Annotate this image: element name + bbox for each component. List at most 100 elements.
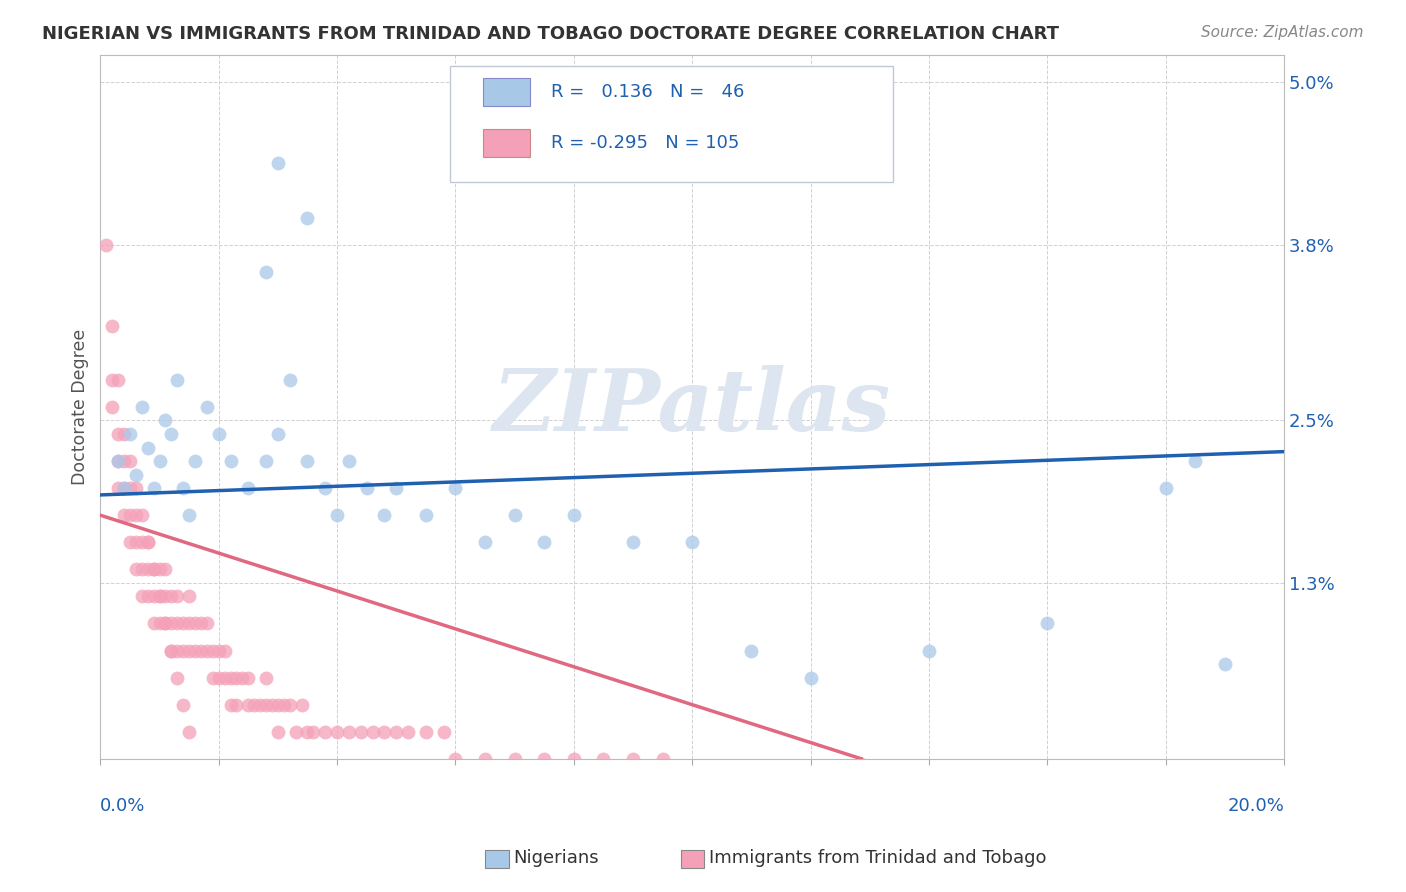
- Point: [148, 590, 170, 604]
- Point: [225, 698, 247, 712]
- Point: [681, 535, 703, 549]
- Point: [125, 508, 148, 523]
- Point: [112, 508, 135, 523]
- Point: [249, 698, 271, 712]
- Point: [290, 698, 312, 712]
- Point: [201, 671, 224, 685]
- Point: [254, 454, 277, 468]
- Point: [238, 671, 260, 685]
- Point: [125, 562, 148, 576]
- Point: [166, 616, 188, 631]
- Point: [214, 643, 236, 657]
- Point: [254, 698, 277, 712]
- Point: [160, 427, 183, 442]
- Point: [278, 698, 301, 712]
- Point: [396, 724, 419, 739]
- Point: [195, 400, 218, 414]
- Point: [172, 698, 194, 712]
- Point: [118, 454, 141, 468]
- Text: ZIPatlas: ZIPatlas: [494, 365, 891, 449]
- Point: [621, 535, 644, 549]
- Point: [131, 508, 153, 523]
- Point: [503, 508, 526, 523]
- Point: [326, 724, 349, 739]
- Point: [238, 481, 260, 495]
- Point: [148, 590, 170, 604]
- Point: [96, 237, 118, 252]
- Point: [160, 643, 183, 657]
- Point: [238, 698, 260, 712]
- Text: 0.0%: 0.0%: [100, 797, 146, 815]
- Point: [172, 616, 194, 631]
- Point: [136, 562, 159, 576]
- Point: [373, 724, 395, 739]
- Point: [1154, 481, 1177, 495]
- Point: [385, 481, 408, 495]
- Point: [131, 400, 153, 414]
- FancyBboxPatch shape: [482, 128, 530, 157]
- Point: [142, 590, 165, 604]
- Point: [166, 671, 188, 685]
- Text: NIGERIAN VS IMMIGRANTS FROM TRINIDAD AND TOBAGO DOCTORATE DEGREE CORRELATION CHA: NIGERIAN VS IMMIGRANTS FROM TRINIDAD AND…: [42, 25, 1059, 43]
- Point: [651, 752, 673, 766]
- Y-axis label: Doctorate Degree: Doctorate Degree: [72, 329, 89, 485]
- Point: [112, 454, 135, 468]
- Point: [118, 535, 141, 549]
- Point: [267, 698, 290, 712]
- Point: [148, 454, 170, 468]
- Point: [142, 616, 165, 631]
- Point: [260, 698, 283, 712]
- Point: [142, 562, 165, 576]
- Point: [136, 590, 159, 604]
- Point: [148, 562, 170, 576]
- Point: [155, 562, 177, 576]
- Point: [254, 265, 277, 279]
- Point: [415, 508, 437, 523]
- Point: [136, 441, 159, 455]
- Point: [107, 454, 129, 468]
- Point: [562, 752, 585, 766]
- Point: [179, 724, 201, 739]
- Point: [433, 724, 456, 739]
- Point: [160, 590, 183, 604]
- Point: [112, 481, 135, 495]
- Point: [179, 508, 201, 523]
- Point: [219, 454, 242, 468]
- Point: [1184, 454, 1206, 468]
- Point: [284, 724, 307, 739]
- Point: [562, 508, 585, 523]
- Point: [136, 535, 159, 549]
- Point: [131, 535, 153, 549]
- Point: [155, 590, 177, 604]
- Point: [195, 616, 218, 631]
- Point: [118, 481, 141, 495]
- Point: [474, 535, 496, 549]
- Point: [314, 724, 336, 739]
- Text: R = -0.295   N = 105: R = -0.295 N = 105: [551, 134, 740, 152]
- Point: [172, 643, 194, 657]
- Text: Source: ZipAtlas.com: Source: ZipAtlas.com: [1201, 25, 1364, 40]
- Point: [184, 616, 207, 631]
- Point: [267, 724, 290, 739]
- Point: [302, 724, 325, 739]
- Point: [337, 724, 360, 739]
- Point: [142, 481, 165, 495]
- Point: [533, 535, 555, 549]
- Text: 20.0%: 20.0%: [1227, 797, 1284, 815]
- Point: [142, 562, 165, 576]
- Point: [125, 535, 148, 549]
- Point: [190, 643, 212, 657]
- Point: [160, 616, 183, 631]
- Point: [444, 481, 467, 495]
- Point: [254, 671, 277, 685]
- Point: [337, 454, 360, 468]
- Point: [166, 590, 188, 604]
- Point: [179, 616, 201, 631]
- Point: [273, 698, 295, 712]
- Point: [148, 616, 170, 631]
- Point: [1036, 616, 1059, 631]
- Point: [101, 400, 124, 414]
- Point: [107, 373, 129, 387]
- Point: [107, 454, 129, 468]
- Point: [208, 671, 231, 685]
